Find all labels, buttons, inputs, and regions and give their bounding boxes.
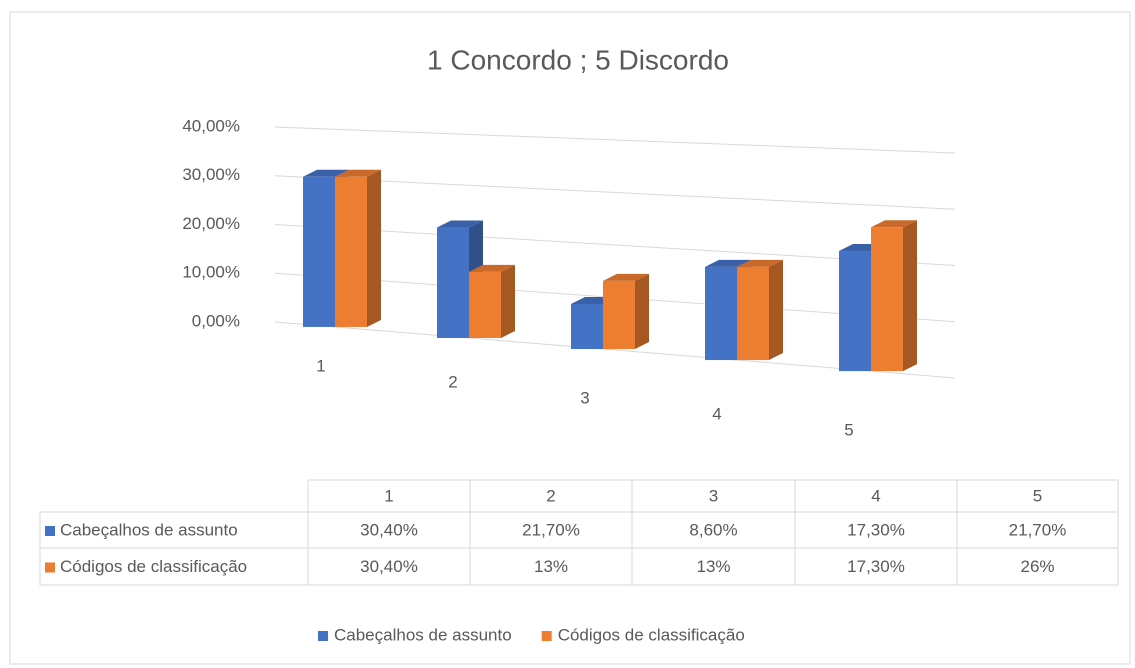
x-tick-label: 3: [580, 389, 589, 408]
bar: [737, 266, 769, 361]
bar: [603, 280, 635, 350]
legend-key: [541, 631, 552, 641]
table-header-cell: 3: [709, 486, 718, 505]
table-legend-key: [45, 562, 55, 573]
legend-label: Cabeçalhos de assunto: [334, 625, 512, 644]
table-row-label: Códigos de classificação: [60, 557, 247, 576]
bar: [705, 266, 737, 361]
chart-title: 1 Concordo ; 5 Discordo: [427, 44, 729, 75]
table-header-cell: 2: [546, 486, 555, 505]
y-tick-label: 10,00%: [182, 263, 240, 282]
table-cell: 13%: [696, 557, 730, 576]
x-tick-label: 5: [844, 420, 853, 439]
bar-side: [635, 273, 649, 350]
y-tick-label: 40,00%: [182, 116, 240, 135]
bar-top: [469, 264, 515, 272]
table-header-cell: 1: [384, 486, 393, 505]
table-cell: 26%: [1020, 557, 1054, 576]
bar: [839, 251, 871, 372]
x-tick-label: 4: [712, 405, 721, 424]
bar: [335, 176, 367, 327]
bar-top: [603, 273, 649, 281]
y-tick-label: 0,00%: [192, 311, 240, 330]
table-cell: 17,30%: [847, 557, 905, 576]
bar-top: [737, 259, 783, 267]
bar-side: [367, 169, 381, 327]
bar: [871, 227, 903, 372]
bar-top: [303, 169, 349, 177]
x-tick-label: 2: [448, 373, 457, 392]
bar-top: [335, 169, 381, 177]
bar: [469, 271, 501, 338]
grid-line: [274, 175, 956, 210]
table-cell: 13%: [534, 557, 568, 576]
table-cell: 8,60%: [689, 520, 737, 539]
bar-top: [437, 220, 483, 228]
bar-side: [501, 264, 515, 338]
table-cell: 30,40%: [360, 557, 418, 576]
y-tick-label: 20,00%: [182, 214, 240, 233]
table-cell: 17,30%: [847, 520, 905, 539]
table-cell: 21,70%: [1009, 520, 1067, 539]
bar-top: [705, 259, 751, 267]
bar: [303, 176, 335, 327]
table-row-label: Cabeçalhos de assunto: [60, 520, 238, 539]
bar-side: [769, 259, 783, 361]
bar-top: [871, 220, 917, 228]
x-tick-label: 1: [316, 357, 325, 376]
table-cell: 21,70%: [522, 520, 580, 539]
chart-border: [9, 11, 1131, 665]
legend-label: Códigos de classificação: [558, 625, 745, 644]
table-header-cell: 4: [871, 486, 880, 505]
grid-line: [274, 126, 956, 154]
bar: [437, 227, 469, 338]
table-header-cell: 5: [1033, 486, 1042, 505]
bar: [571, 303, 603, 350]
bar-side: [903, 220, 917, 372]
y-tick-label: 30,00%: [182, 165, 240, 184]
table-cell: 30,40%: [360, 520, 418, 539]
table-legend-key: [45, 526, 55, 536]
legend-key: [318, 631, 328, 641]
